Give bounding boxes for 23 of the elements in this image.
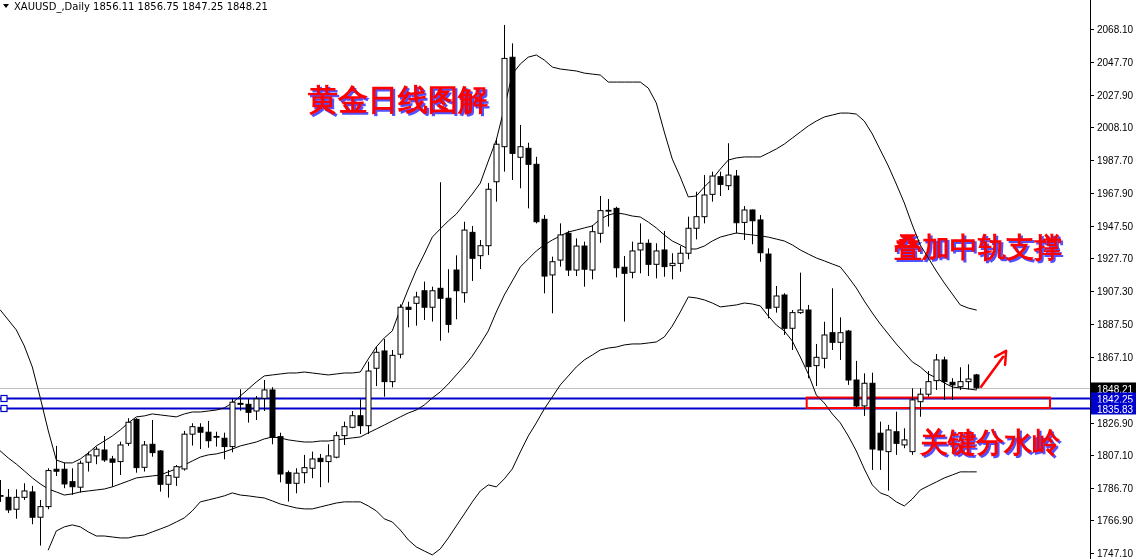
y-tick-label: 1907.30	[1097, 286, 1134, 297]
y-tick-label: 1826.90	[1097, 418, 1134, 429]
y-tick-label: 2027.90	[1097, 90, 1134, 101]
y-tick-label: 2047.70	[1097, 57, 1134, 68]
ref-line-label: 1842.25	[1097, 393, 1134, 405]
chart-title: XAUUSD_,Daily 1856.11 1856.75 1847.25 1848.21	[14, 1, 268, 13]
y-tick-label: 1887.50	[1097, 319, 1134, 330]
y-tick-label: 1967.90	[1097, 188, 1134, 199]
y-tick-label: 1747.10	[1097, 548, 1134, 559]
annotation: 黄金日线图解	[310, 84, 490, 119]
y-tick-label: 1927.70	[1097, 253, 1134, 264]
annotation: 关键分水岭	[921, 428, 1063, 461]
y-tick-label: 2068.10	[1097, 24, 1134, 35]
y-tick-label: 1987.70	[1097, 155, 1134, 166]
annotation: 叠加中轨支撑	[895, 233, 1064, 266]
y-tick-label: 2008.10	[1097, 122, 1134, 133]
y-tick-label: 1867.10	[1097, 352, 1134, 363]
ref-line-label: 1835.83	[1097, 403, 1134, 415]
y-tick-label: 1807.10	[1097, 450, 1134, 461]
ref-line-label: 1848.21	[1097, 383, 1134, 395]
y-tick-label: 1947.50	[1097, 221, 1134, 232]
y-tick-label: 1786.70	[1097, 483, 1134, 494]
y-tick-label: 1766.90	[1097, 515, 1134, 526]
